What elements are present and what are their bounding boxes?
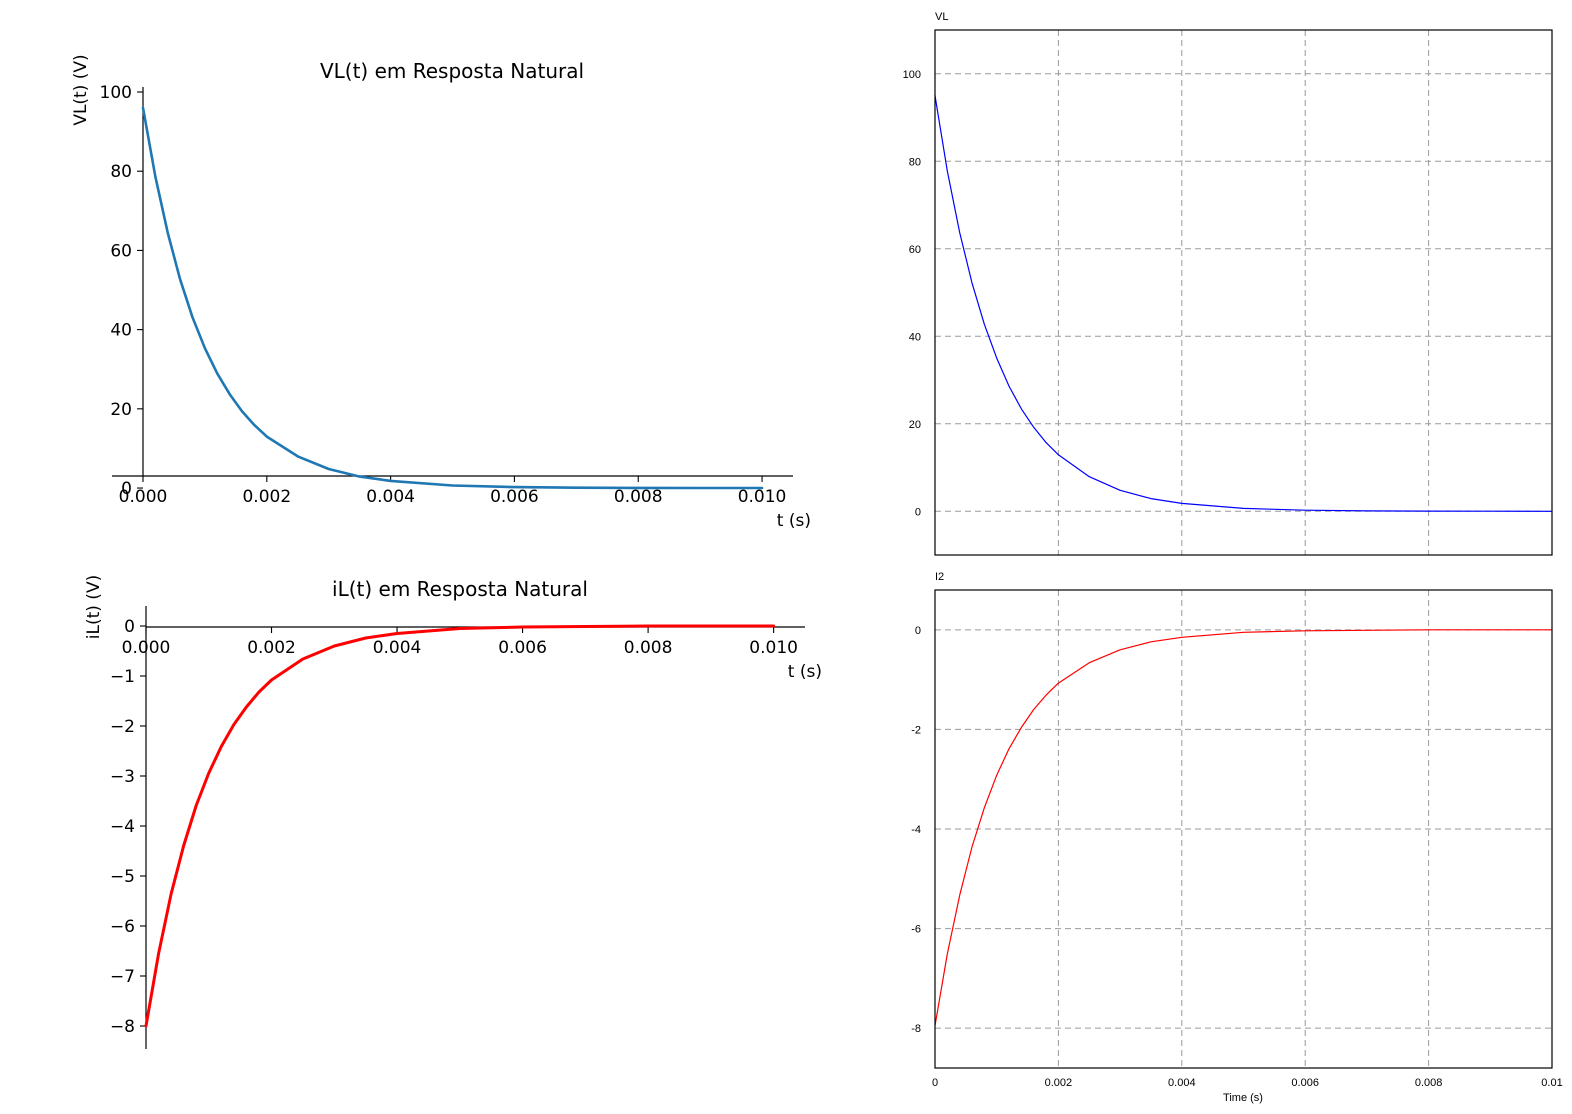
y-tick-label: -4 [911, 824, 921, 836]
tick-marks: 0.000 0.002 0.004 0.006 0.008 0.010 0 20 40 60 80 1… [100, 83, 793, 507]
x-tick-label: 0.000 [122, 638, 171, 658]
x-tick-label: 0.002 [1045, 1077, 1073, 1089]
chart-title: I2 [935, 571, 944, 583]
y-tick-label: 0 [124, 617, 135, 637]
y-tick-label: 80 [110, 162, 132, 182]
x-tick-label: 0.002 [242, 487, 291, 507]
series-layer [141, 106, 764, 490]
x-tick-label: 0.002 [247, 638, 296, 658]
series-line [934, 94, 1553, 512]
x-tick-label: 0.01 [1541, 1077, 1562, 1089]
x-tick-label: 0.010 [749, 638, 798, 658]
y-tick-label: −2 [110, 717, 135, 737]
tick-labels: 0 0.002 0.004 0.006 0.008 0.01 0 -2 -4 -6 -8 [911, 625, 1562, 1089]
vl-simulation-chart: VL 0 20 40 60 80 100 [903, 11, 1553, 556]
x-tick-label: 0.006 [490, 487, 539, 507]
x-tick-label: 0.008 [624, 638, 673, 658]
y-tick-label: 40 [909, 331, 921, 343]
y-tick-label: 0 [121, 479, 132, 499]
vl-natural-response-chart: VL(t) em Resposta Natural VL(t) (V) t (s… [71, 54, 811, 531]
y-tick-label: 60 [110, 241, 132, 261]
chart-title: VL(t) em Resposta Natural [320, 59, 584, 83]
y-tick-label: −8 [110, 1017, 135, 1037]
series-layer [144, 624, 776, 1028]
y-tick-label: −1 [110, 667, 135, 687]
x-tick-label: 0.006 [498, 638, 547, 658]
x-tick-label: 0.006 [1291, 1077, 1319, 1089]
series-layer [934, 94, 1553, 512]
x-tick-label: 0.010 [738, 487, 787, 507]
x-axis-label: t (s) [788, 662, 822, 682]
series-line [934, 629, 1553, 1027]
y-tick-label: -2 [911, 724, 921, 736]
series-layer [934, 629, 1553, 1027]
y-axis-label: iL(t) (V) [84, 575, 104, 639]
grid-lines [935, 30, 1552, 555]
x-tick-label: 0.008 [1415, 1077, 1443, 1089]
y-tick-label: 40 [110, 321, 132, 341]
series-line [144, 624, 776, 1028]
x-tick-label: 0.004 [1168, 1077, 1196, 1089]
tick-labels: 0 20 40 60 80 100 [903, 69, 921, 519]
il-natural-response-chart: iL(t) em Resposta Natural iL(t) (V) t (s… [84, 575, 822, 1049]
y-tick-label: −5 [110, 867, 135, 887]
x-tick-label: 0.000 [119, 487, 168, 507]
y-tick-label: −7 [110, 967, 135, 987]
x-axis-label: t (s) [777, 511, 811, 531]
y-tick-label: -8 [911, 1023, 921, 1035]
x-tick-label: 0.004 [373, 638, 422, 658]
i2-simulation-chart: I2 0 0.002 0.004 0.006 0.008 0.01 0 -2 -4 -6 -8 Ti… [911, 571, 1562, 1104]
y-tick-label: −4 [110, 817, 135, 837]
x-tick-label: 0 [932, 1077, 938, 1089]
y-tick-label: 100 [100, 83, 132, 103]
y-axis-label: VL(t) (V) [71, 54, 91, 125]
x-tick-label: 0.008 [614, 487, 663, 507]
y-tick-label: 60 [909, 244, 921, 256]
y-tick-label: 20 [909, 419, 921, 431]
y-tick-label: 0 [915, 506, 921, 518]
chart-title: VL [935, 11, 948, 23]
plot-frame [934, 589, 1553, 1069]
y-tick-label: −3 [110, 767, 135, 787]
plot-frame [934, 29, 1553, 556]
y-tick-label: 80 [909, 156, 921, 168]
series-line [141, 106, 764, 490]
x-tick-label: 0.004 [366, 487, 415, 507]
y-tick-label: 20 [110, 400, 132, 420]
chart-title: iL(t) em Resposta Natural [332, 577, 588, 601]
y-tick-label: 100 [903, 69, 921, 81]
y-tick-label: -6 [911, 924, 921, 936]
x-axis-label: Time (s) [1223, 1092, 1263, 1104]
y-tick-label: 0 [915, 625, 921, 637]
y-tick-label: −6 [110, 917, 135, 937]
